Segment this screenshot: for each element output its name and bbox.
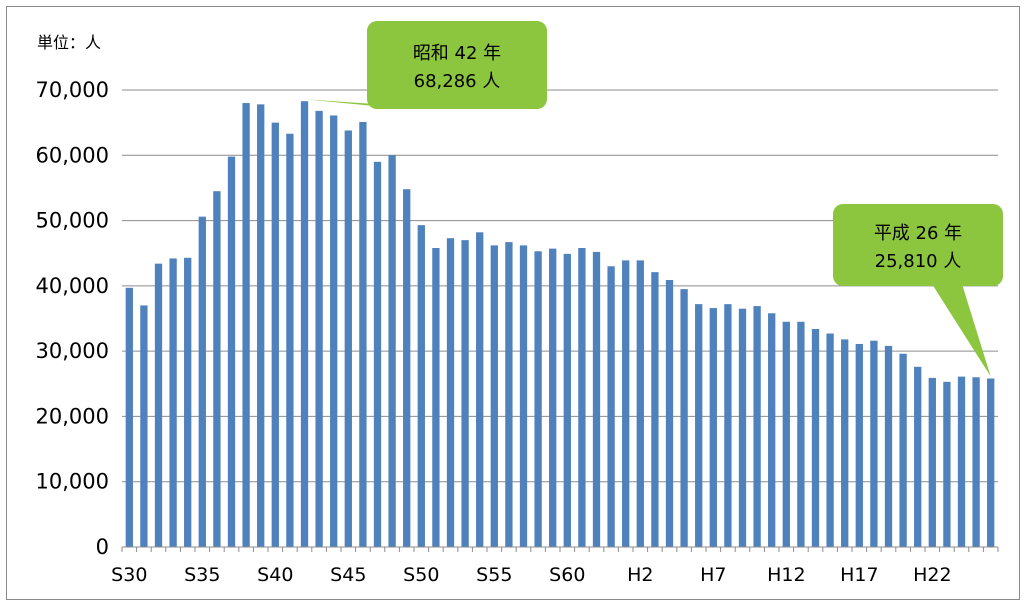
bar <box>870 340 878 547</box>
bar <box>242 103 250 548</box>
bar <box>855 343 863 547</box>
bar <box>724 304 732 547</box>
bar <box>461 240 469 547</box>
x-axis <box>121 546 999 552</box>
bar <box>403 189 411 547</box>
bar <box>476 232 484 547</box>
bar <box>213 191 221 547</box>
bar <box>943 381 951 547</box>
x-tick-label: S45 <box>330 564 366 586</box>
bar <box>811 328 820 547</box>
bar <box>709 308 717 547</box>
bar <box>622 260 630 547</box>
bar <box>330 115 338 547</box>
y-tick-label: 60,000 <box>36 143 109 167</box>
x-tick-label: H2 <box>627 564 653 586</box>
y-tick-label: 70,000 <box>36 78 109 102</box>
bar <box>665 279 674 547</box>
bars <box>125 101 995 548</box>
bar <box>417 225 425 548</box>
bar <box>257 104 265 547</box>
bar <box>344 130 352 547</box>
bar <box>169 258 177 547</box>
bar <box>841 339 849 547</box>
bar <box>987 378 995 547</box>
gridlines <box>122 89 998 483</box>
x-axis-ticks: S30 S35 S40 S45 S50 S55 S60 H2 H7 H12 H17 H22 <box>111 564 951 586</box>
bar <box>271 122 279 548</box>
x-tick-label: S50 <box>403 564 439 586</box>
bar <box>315 110 323 548</box>
bar <box>549 248 557 547</box>
callout: 平成 26 年 25,810 人 <box>833 204 1003 377</box>
bar <box>286 133 294 547</box>
x-tick-label: S40 <box>257 564 293 586</box>
y-axis-ticks: 0 10,000 20,000 30,000 40,000 50,000 60,000 70,… <box>36 78 109 559</box>
x-tick-label: S55 <box>476 564 512 586</box>
x-tick-label: H12 <box>767 564 805 586</box>
y-tick-label: 0 <box>96 535 109 559</box>
callout-year: 昭和 42 年 <box>413 43 501 64</box>
bar <box>797 321 805 547</box>
bar <box>300 101 309 547</box>
x-tick-label: H17 <box>840 564 878 586</box>
y-tick-label: 50,000 <box>36 209 109 233</box>
population-bar-chart: 単位：人 0 10,000 20,000 30,000 40,000 50,000 60,0… <box>36 21 1003 586</box>
callouts: 昭和 42 年 68,286 人平成 26 年 25,810 人 <box>304 21 1003 377</box>
bar <box>651 272 659 547</box>
bar <box>738 308 747 547</box>
y-tick-label: 20,000 <box>36 404 109 428</box>
bar <box>578 247 586 547</box>
bar <box>972 377 980 547</box>
bar <box>592 251 601 547</box>
bar <box>899 353 907 547</box>
y-tick-label: 10,000 <box>36 470 109 494</box>
bar <box>534 251 542 547</box>
bar <box>140 305 148 547</box>
bar <box>432 247 440 547</box>
bar <box>505 242 513 547</box>
bar <box>636 260 644 547</box>
y-tick-label: 30,000 <box>36 339 109 363</box>
bar <box>563 253 571 548</box>
chart-frame: 単位：人 0 10,000 20,000 30,000 40,000 50,000 60,0… <box>6 6 1020 600</box>
bar <box>227 156 236 547</box>
x-tick-label: S60 <box>549 564 585 586</box>
bar <box>125 287 133 547</box>
bar <box>359 121 367 548</box>
bar <box>680 289 688 547</box>
x-tick-label: H22 <box>913 564 951 586</box>
x-tick-label: S30 <box>111 564 147 586</box>
bar <box>154 263 163 547</box>
callout-year: 平成 26 年 <box>874 223 962 244</box>
bar <box>519 245 528 547</box>
bar <box>388 155 396 548</box>
x-tick-label: H7 <box>700 564 726 586</box>
bar <box>957 376 966 547</box>
callout-value: 68,286 人 <box>414 71 501 92</box>
callout-value: 25,810 人 <box>875 251 962 272</box>
bar <box>928 377 936 547</box>
callout-pointer <box>932 284 991 377</box>
x-tick-label: S35 <box>184 564 220 586</box>
bar <box>490 245 498 547</box>
callout: 昭和 42 年 68,286 人 <box>304 21 547 109</box>
bar <box>826 333 834 547</box>
bar <box>695 304 703 547</box>
bar <box>768 313 776 547</box>
bar <box>373 161 382 548</box>
callout-box <box>833 204 1003 286</box>
bar <box>198 216 206 547</box>
bar <box>607 266 615 547</box>
unit-label: 単位：人 <box>37 33 101 52</box>
bar <box>446 238 455 547</box>
callout-box <box>367 21 547 109</box>
bar <box>914 366 922 547</box>
y-tick-label: 40,000 <box>36 274 109 298</box>
bar <box>753 306 761 547</box>
bar <box>184 257 192 547</box>
bar <box>884 345 893 547</box>
bar <box>782 321 790 547</box>
